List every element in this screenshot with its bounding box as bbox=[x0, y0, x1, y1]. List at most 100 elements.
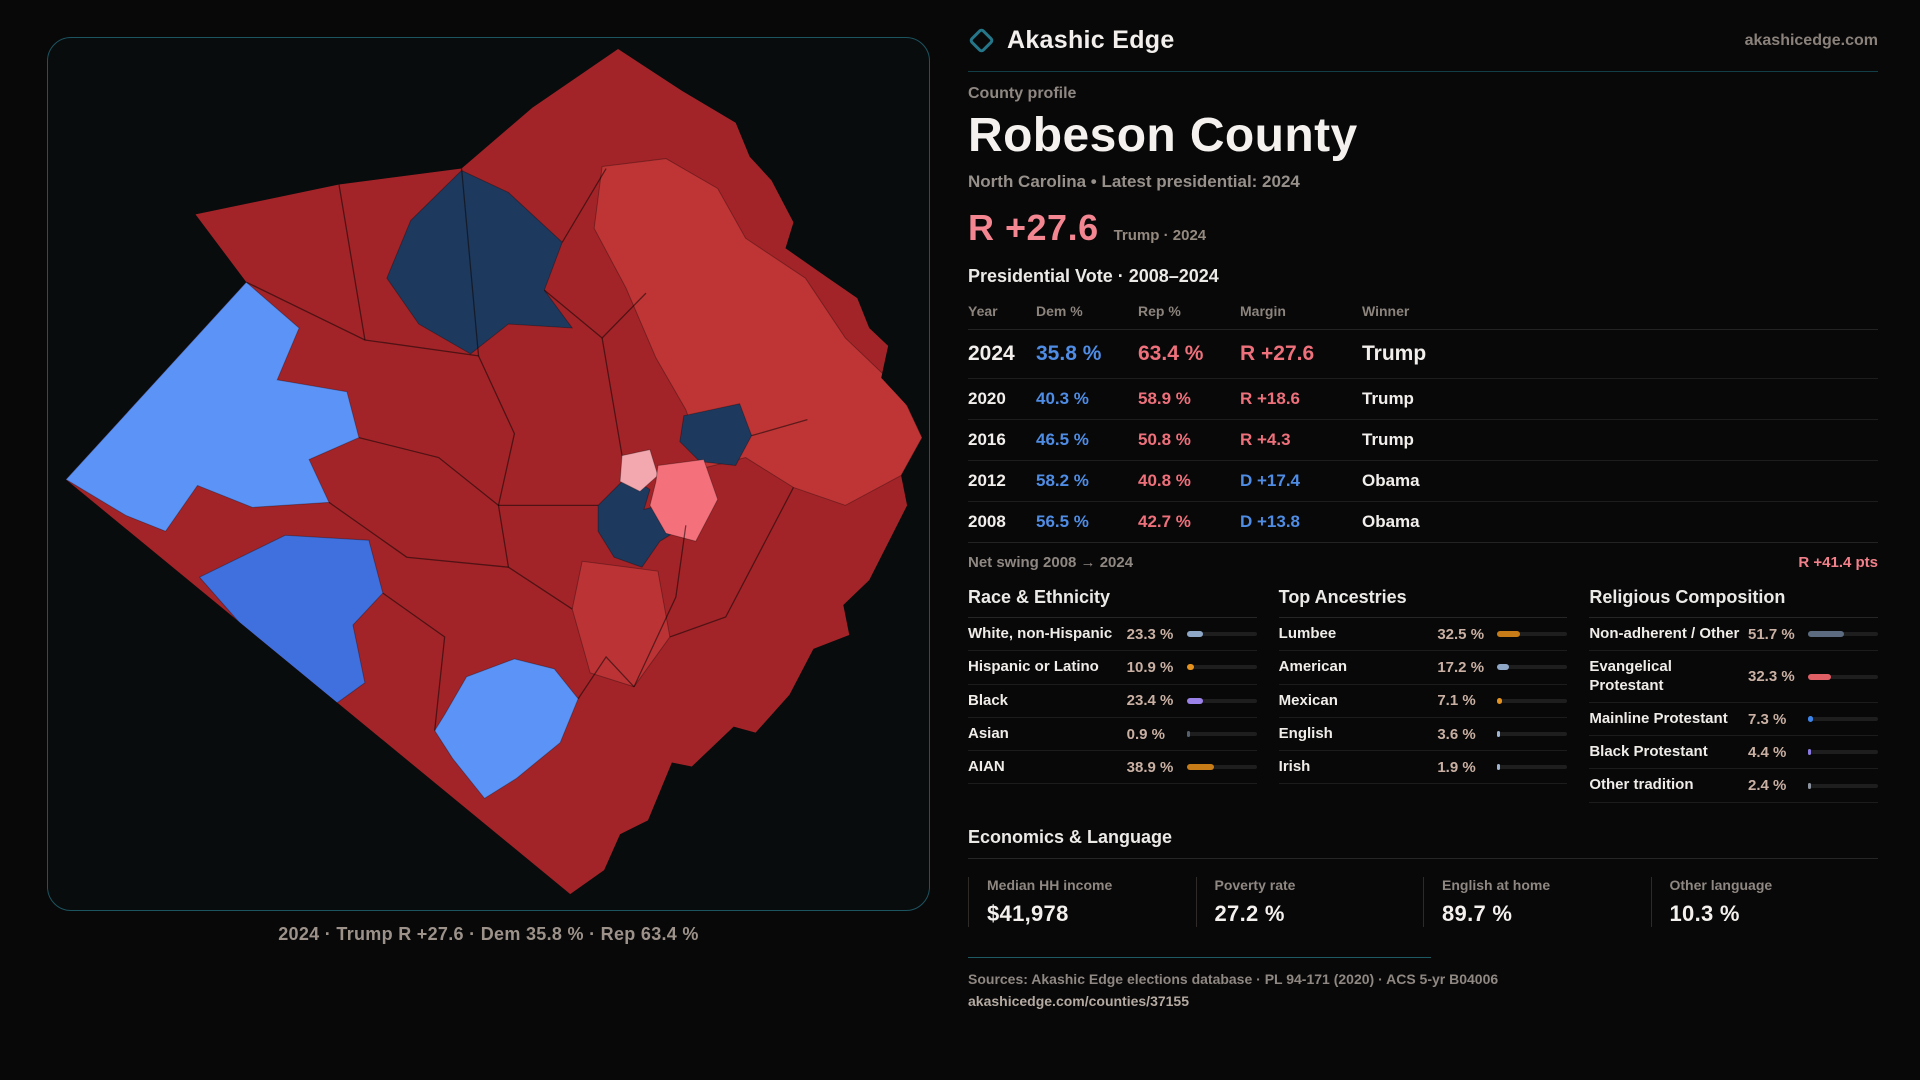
demographic-section-title: Top Ancestries bbox=[1278, 587, 1568, 618]
net-swing-row: Net swing 2008 → 2024 R +41.4 pts bbox=[968, 543, 1878, 571]
vote-margin: R +27.6 bbox=[1240, 342, 1315, 365]
vote-dem-pct: 56.5 % bbox=[1036, 512, 1089, 531]
vote-margin: D +13.8 bbox=[1240, 512, 1301, 531]
vote-rep-pct: 58.9 % bbox=[1138, 389, 1191, 408]
demographic-label: Mainline Protestant bbox=[1589, 709, 1728, 727]
economics-stat-label: Other language bbox=[1669, 876, 1773, 893]
precinct-pink bbox=[619, 449, 659, 493]
demographic-value: 32.3 % bbox=[1747, 668, 1795, 686]
demographic-label: Asian bbox=[968, 724, 1009, 742]
vote-year: 2020 bbox=[968, 389, 1006, 408]
vote-table-header: Year Dem % Rep % Margin Winner bbox=[968, 297, 1878, 330]
page-subtitle: North Carolina • Latest presidential: 20… bbox=[968, 172, 1300, 191]
demographic-row: Asian 0.9 % bbox=[968, 718, 1257, 752]
vote-dem-pct: 46.5 % bbox=[1036, 430, 1089, 449]
vote-year: 2024 bbox=[968, 342, 1015, 365]
vote-table-heading: Presidential Vote · 2008–2024 bbox=[968, 266, 1219, 286]
demographic-row: Evangelical Protestant 32.3 % bbox=[1589, 651, 1878, 703]
demographic-value: 23.3 % bbox=[1126, 625, 1174, 643]
col-year: Year bbox=[968, 303, 998, 319]
demographic-bar bbox=[1807, 782, 1878, 789]
demographic-row: Black 23.4 % bbox=[968, 685, 1257, 718]
brand-domain-link[interactable]: akashicedge.com bbox=[1744, 31, 1878, 49]
vote-dem-pct: 35.8 % bbox=[1036, 342, 1102, 365]
demographic-section: Race & Ethnicity White, non-Hispanic 23.… bbox=[968, 587, 1257, 803]
demographic-row: English 3.6 % bbox=[1278, 718, 1568, 752]
demographic-label: Irish bbox=[1278, 758, 1311, 776]
footer-url-link[interactable]: akashicedge.com/counties/37155 bbox=[968, 992, 1189, 1009]
precinct-map-card bbox=[47, 37, 930, 911]
net-swing-label: Net swing 2008 → 2024 bbox=[968, 554, 1134, 571]
demographic-row: Black Protestant 4.4 % bbox=[1589, 736, 1878, 770]
economics-stat: Median HH income $41,978 bbox=[968, 876, 1196, 927]
demographic-row: White, non-Hispanic 23.3 % bbox=[968, 618, 1257, 652]
vote-rep-pct: 42.7 % bbox=[1138, 512, 1191, 531]
demographic-bar bbox=[1497, 731, 1568, 738]
demographic-bar-fill bbox=[1186, 764, 1214, 771]
demographic-bar-fill bbox=[1497, 764, 1501, 771]
economics-section: Economics & Language Median HH income $4… bbox=[968, 827, 1878, 927]
precinct-salmon bbox=[649, 459, 719, 542]
demographic-row: American 17.2 % bbox=[1278, 651, 1568, 685]
demographic-label: White, non-Hispanic bbox=[968, 625, 1113, 642]
demographic-bar bbox=[1497, 764, 1568, 771]
col-winner: Winner bbox=[1362, 303, 1410, 319]
economics-stat-value: 27.2 % bbox=[1214, 900, 1285, 926]
demographic-row: Irish 1.9 % bbox=[1278, 751, 1568, 785]
demographic-row: Non-adherent / Other 51.7 % bbox=[1589, 618, 1878, 652]
precinct-boundaries bbox=[246, 168, 808, 731]
economics-stat-value: 10.3 % bbox=[1669, 900, 1740, 926]
vote-winner: Obama bbox=[1362, 471, 1420, 490]
vote-table-row: 2024 35.8 % 63.4 % R +27.6 Trump bbox=[968, 330, 1878, 379]
footer: Sources: Akashic Edge elections database… bbox=[968, 956, 1878, 1009]
col-rep: Rep % bbox=[1138, 303, 1181, 319]
brand-name: Akashic Edge bbox=[1007, 26, 1175, 54]
economics-stat: Other language 10.3 % bbox=[1650, 876, 1879, 927]
demographic-row: AIAN 38.9 % bbox=[968, 751, 1257, 785]
demographic-bar-fill bbox=[1807, 749, 1812, 756]
demographic-section-title: Religious Composition bbox=[1589, 587, 1878, 618]
demographic-bar bbox=[1186, 731, 1257, 738]
demographic-bar-fill bbox=[1497, 697, 1503, 704]
vote-dem-pct: 40.3 % bbox=[1036, 389, 1089, 408]
demographic-bar bbox=[1186, 697, 1257, 704]
vote-year: 2008 bbox=[968, 512, 1006, 531]
precinct-map bbox=[65, 48, 923, 895]
demographic-bar bbox=[1497, 631, 1568, 638]
vote-winner: Trump bbox=[1362, 342, 1427, 365]
vote-year: 2016 bbox=[968, 430, 1006, 449]
vote-table-row: 2016 46.5 % 50.8 % R +4.3 Trump bbox=[968, 420, 1878, 461]
demographic-value: 17.2 % bbox=[1437, 658, 1485, 676]
demographic-bar bbox=[1807, 631, 1878, 638]
economics-stat: Poverty rate 27.2 % bbox=[1195, 876, 1424, 927]
demographic-bar-fill bbox=[1186, 731, 1190, 738]
precinct-navy-right bbox=[679, 403, 753, 467]
vote-winner: Trump bbox=[1362, 389, 1414, 408]
headline-margin: R +27.6 Trump · 2024 bbox=[968, 207, 1878, 249]
vote-winner: Trump bbox=[1362, 430, 1414, 449]
demographic-value: 32.5 % bbox=[1437, 625, 1485, 643]
vote-margin: D +17.4 bbox=[1240, 471, 1301, 490]
demographic-label: Non-adherent / Other bbox=[1589, 625, 1740, 642]
demographic-label: English bbox=[1278, 724, 1333, 742]
precinct-blue-nw bbox=[65, 281, 360, 532]
demographic-label: Black bbox=[968, 691, 1009, 709]
demographic-label: Hispanic or Latino bbox=[968, 658, 1099, 676]
col-margin: Margin bbox=[1240, 303, 1286, 319]
vote-winner: Obama bbox=[1362, 512, 1420, 531]
demographic-bar-fill bbox=[1807, 631, 1845, 638]
demographics-grid: Race & Ethnicity White, non-Hispanic 23.… bbox=[968, 587, 1878, 803]
demographic-value: 10.9 % bbox=[1126, 658, 1174, 676]
economics-stat-value: 89.7 % bbox=[1442, 900, 1513, 926]
economics-stat-label: Poverty rate bbox=[1214, 876, 1296, 893]
demographic-label: Black Protestant bbox=[1589, 743, 1708, 761]
demographic-section: Religious Composition Non-adherent / Oth… bbox=[1589, 587, 1878, 803]
vote-margin: R +18.6 bbox=[1240, 389, 1301, 408]
demographic-bar bbox=[1807, 716, 1878, 723]
vote-table-row: 2008 56.5 % 42.7 % D +13.8 Obama bbox=[968, 502, 1878, 543]
demographic-value: 7.1 % bbox=[1437, 692, 1476, 710]
demographic-bar bbox=[1497, 697, 1568, 704]
demographic-label: AIAN bbox=[968, 758, 1005, 776]
vote-table-row: 2020 40.3 % 58.9 % R +18.6 Trump bbox=[968, 379, 1878, 420]
brand-diamond-icon bbox=[968, 27, 995, 54]
